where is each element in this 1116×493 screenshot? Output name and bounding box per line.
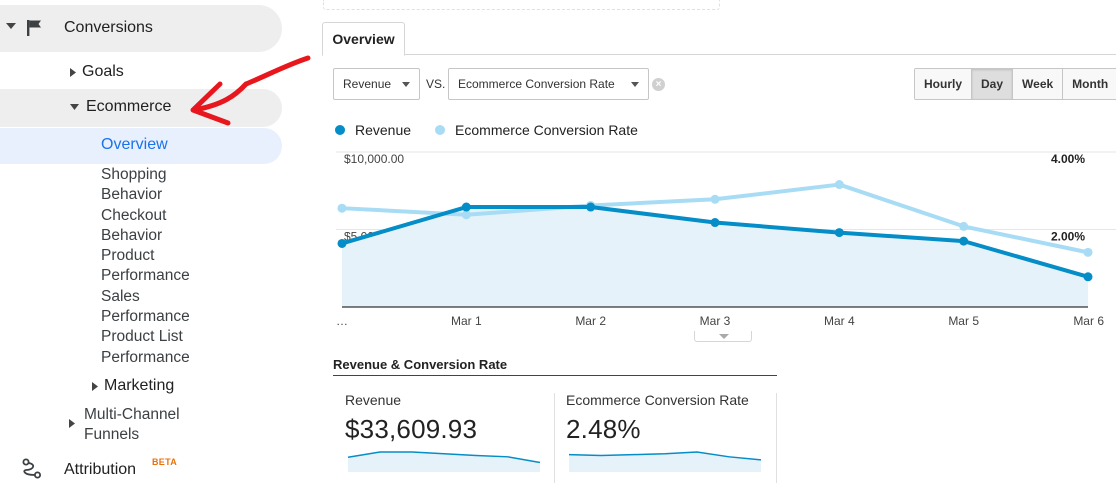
granularity-hourly-button[interactable]: Hourly xyxy=(915,69,972,99)
card-divider xyxy=(776,393,777,483)
summary-card-revenue[interactable]: Revenue $33,609.93 xyxy=(345,392,545,482)
legend-label: Ecommerce Conversion Rate xyxy=(455,122,638,138)
close-circle-icon[interactable]: × xyxy=(652,78,665,91)
data-point-revenue xyxy=(586,202,596,212)
legend-dot-conversion-rate xyxy=(435,125,446,135)
x-axis-tick: Mar 5 xyxy=(948,314,979,328)
y-axis-tick-right: 4.00% xyxy=(1051,152,1085,166)
sparkline-line xyxy=(347,451,541,464)
sidebar-item-multi-channel-funnels[interactable]: Multi-Channel Funnels xyxy=(65,405,265,445)
data-point-revenue xyxy=(461,202,471,212)
chevron-down-icon xyxy=(402,82,410,87)
y-axis-tick-right: 2.00% xyxy=(1051,230,1085,244)
data-point-conversion-rate xyxy=(959,221,969,231)
sparkline-revenue xyxy=(347,451,541,472)
data-point-conversion-rate xyxy=(337,203,347,213)
data-point-conversion-rate xyxy=(1083,247,1093,257)
summary-card-conversion-rate[interactable]: Ecommerce Conversion Rate 2.48% xyxy=(566,392,766,482)
sidebar-item-attribution[interactable]: Attribution BETA xyxy=(0,449,300,489)
beta-badge: BETA xyxy=(152,457,178,467)
sidebar-item-label: Ecommerce xyxy=(86,98,172,115)
legend-item-conversion-rate[interactable]: Ecommerce Conversion Rate xyxy=(435,122,638,138)
granularity-month-button[interactable]: Month xyxy=(1062,69,1116,99)
caret-right-icon xyxy=(70,67,76,77)
sparkline-area xyxy=(348,452,540,472)
legend-dot-revenue xyxy=(335,125,345,135)
sparkline-area xyxy=(569,452,761,472)
granularity-day-button[interactable]: Day xyxy=(971,69,1013,99)
data-point-revenue xyxy=(959,236,969,246)
card-value: $33,609.93 xyxy=(345,414,478,444)
revenue-area xyxy=(342,207,1088,307)
card-divider xyxy=(554,393,555,483)
sidebar-item-marketing[interactable]: Marketing xyxy=(92,375,174,397)
x-axis-tick: … xyxy=(336,314,348,328)
chevron-down-icon xyxy=(719,334,729,339)
secondary-metric-select[interactable]: Ecommerce Conversion Rate xyxy=(448,68,649,100)
primary-metric-value: Revenue xyxy=(343,77,392,91)
caret-down-icon xyxy=(70,104,79,110)
data-point-conversion-rate xyxy=(834,180,844,190)
sidebar-item-overview[interactable]: Overview xyxy=(0,128,282,164)
sidebar-item-sales-performance[interactable]: Sales Performance xyxy=(101,287,190,326)
data-point-conversion-rate xyxy=(710,194,720,204)
attribution-icon xyxy=(22,458,41,479)
data-point-revenue xyxy=(834,228,844,238)
sidebar-item-label: Multi-Channel Funnels xyxy=(84,406,180,444)
sidebar-item-product-performance[interactable]: Product Performance xyxy=(101,247,190,285)
x-axis-tick: Mar 4 xyxy=(824,314,855,328)
x-axis-tick: Mar 2 xyxy=(575,314,606,328)
sidebar-item-checkout-behavior[interactable]: Checkout Behavior xyxy=(101,206,167,244)
annotation-arrow xyxy=(190,55,311,126)
card-label: Ecommerce Conversion Rate xyxy=(566,392,749,408)
caret-right-icon xyxy=(92,381,98,391)
granularity-toggle: Hourly Day Week Month xyxy=(914,68,1116,100)
sidebar-item-label: Attribution xyxy=(64,461,137,478)
sidebar-item-shopping-behavior[interactable]: Shopping Behavior xyxy=(101,166,167,204)
sidebar-item-label: Marketing xyxy=(104,377,175,394)
caret-down-icon xyxy=(6,23,16,29)
x-axis-tick: Mar 1 xyxy=(451,314,482,328)
card-label: Revenue xyxy=(345,392,402,408)
data-point-conversion-rate xyxy=(461,210,471,220)
data-point-revenue xyxy=(337,238,347,248)
legend-label: Revenue xyxy=(355,122,412,138)
sparkline-conversion-rate xyxy=(568,451,762,472)
granularity-week-button[interactable]: Week xyxy=(1012,69,1063,99)
sidebar-item-conversions[interactable]: Conversions xyxy=(0,5,282,52)
sidebar-item-label: Overview xyxy=(101,136,168,153)
sparkline-line xyxy=(568,451,762,461)
legend-item-revenue[interactable]: Revenue xyxy=(335,122,411,138)
x-axis-tick: Mar 3 xyxy=(700,314,731,328)
data-point-revenue xyxy=(710,218,720,228)
vs-label: VS. xyxy=(426,77,446,91)
primary-metric-select[interactable]: Revenue xyxy=(333,68,420,100)
summary-title: Revenue & Conversion Rate xyxy=(333,357,508,372)
top-panel-edge xyxy=(323,0,720,10)
x-axis-tick: Mar 6 xyxy=(1073,314,1104,328)
caret-right-icon xyxy=(69,419,75,428)
chevron-down-icon xyxy=(631,82,639,87)
sidebar-item-label: Conversions xyxy=(64,19,153,36)
secondary-metric-value: Ecommerce Conversion Rate xyxy=(458,77,615,91)
sidebar-item-label: Goals xyxy=(82,63,124,80)
card-value: 2.48% xyxy=(566,414,641,444)
y-axis-tick-left: $10,000.00 xyxy=(344,152,404,166)
sidebar-item-goals[interactable]: Goals xyxy=(70,61,124,83)
chart-collapse-handle[interactable] xyxy=(694,331,752,342)
ecommerce-sub-links: Shopping Behavior Checkout Behavior Prod… xyxy=(101,165,281,368)
sidebar-nav: Conversions Goals Ecommerce Overview Sho… xyxy=(0,0,312,493)
data-point-revenue xyxy=(1083,272,1093,282)
sidebar-item-product-list-performance[interactable]: Product List Performance xyxy=(101,328,190,366)
tab-strip-rule xyxy=(322,54,1116,55)
flag-icon xyxy=(27,20,41,36)
summary-divider xyxy=(333,375,777,376)
chart-legend: Revenue Ecommerce Conversion Rate xyxy=(335,122,662,138)
tab-overview[interactable]: Overview xyxy=(322,22,405,56)
